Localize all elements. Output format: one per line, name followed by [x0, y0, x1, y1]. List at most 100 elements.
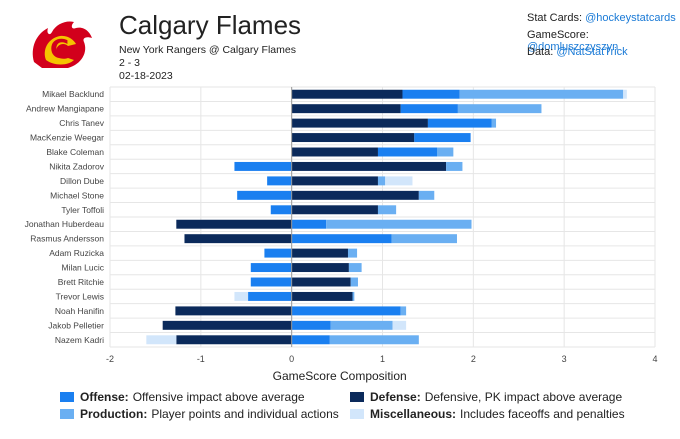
legend-desc: Offensive impact above average: [132, 390, 305, 404]
bar-offense: [264, 248, 292, 258]
flame-inner: [44, 35, 76, 65]
bar-production: [437, 147, 454, 157]
score: 2 - 3: [119, 57, 141, 69]
bar-defense: [291, 118, 428, 128]
player-label: Andrew Mangiapane: [26, 104, 104, 114]
bar-production: [350, 277, 358, 287]
bar-defense: [162, 320, 292, 330]
bar-production: [352, 291, 355, 301]
bar-offense: [427, 118, 492, 128]
x-tick-label: 2: [471, 354, 476, 364]
credit-handle-link[interactable]: @NatStatTrick: [556, 46, 628, 58]
player-label: Nazem Kadri: [55, 335, 104, 345]
x-tick-label: 0: [289, 354, 294, 364]
player-label: Dillon Dube: [60, 176, 104, 186]
credit-gamescore: GameScore: @domluszczyszyn: [527, 29, 680, 53]
x-tick-label: -1: [197, 354, 205, 364]
legend-offense: Offense: Offensive impact above average: [60, 390, 305, 404]
player-label: Brett Ritchie: [58, 277, 105, 287]
bar-defense: [291, 277, 351, 287]
bar-misc: [146, 335, 177, 345]
bar-defense: [291, 104, 401, 114]
player-label: Adam Ruzicka: [49, 248, 104, 258]
matchup: New York Rangers @ Calgary Flames: [119, 44, 296, 56]
player-label: Mikael Backlund: [42, 89, 104, 99]
bar-defense: [176, 335, 292, 345]
legend-desc: Defensive, PK impact above average: [424, 390, 623, 404]
legend-swatch: [60, 409, 74, 419]
x-tick-label: 1: [380, 354, 385, 364]
player-label: Nikita Zadorov: [49, 161, 105, 171]
legend-name: Defense:: [370, 390, 421, 404]
player-label: Rasmus Andersson: [30, 234, 104, 244]
bar-offense: [291, 234, 392, 244]
page-title: Calgary Flames: [119, 10, 302, 40]
bar-offense: [248, 291, 292, 301]
bar-defense: [291, 263, 349, 273]
flames-logo: C: [32, 21, 92, 68]
bar-offense: [267, 176, 292, 186]
logo-letter: C: [50, 35, 69, 65]
player-label: Jonathan Huberdeau: [25, 219, 105, 229]
player-label: Blake Coleman: [46, 147, 104, 157]
legend-swatch: [350, 392, 364, 402]
bar-defense: [291, 89, 403, 99]
bar-offense: [237, 190, 292, 200]
credit-handle-link[interactable]: @domluszczyszyn: [527, 41, 619, 53]
bar-production: [491, 118, 497, 128]
bar-offense: [270, 205, 292, 215]
bar-defense: [176, 219, 292, 229]
bar-defense: [291, 147, 378, 157]
credit-stat-cards: Stat Cards: @hockeystatcards: [527, 12, 676, 24]
bar-misc: [385, 176, 413, 186]
credit-label: Data:: [527, 46, 554, 58]
bar-offense: [291, 306, 401, 316]
legend-desc: Player points and individual actions: [151, 407, 339, 421]
bar-offense: [377, 147, 437, 157]
player-label: Jakob Pelletier: [48, 320, 104, 330]
x-tick-label: 3: [562, 354, 567, 364]
bar-production: [391, 234, 457, 244]
bar-offense: [400, 104, 458, 114]
bar-offense: [234, 161, 292, 171]
legend-name: Production:: [80, 407, 148, 421]
x-tick-label: -2: [106, 354, 114, 364]
legend-swatch: [350, 409, 364, 419]
legend-desc: Includes faceoffs and penalties: [460, 407, 625, 421]
bar-misc: [234, 291, 249, 301]
legend-name: Miscellaneous:: [370, 407, 457, 421]
bar-offense: [414, 133, 471, 143]
bar-offense: [291, 335, 330, 345]
bar-production: [446, 161, 463, 171]
bar-production: [329, 335, 419, 345]
legend-miscellaneous: Miscellaneous: Includes faceoffs and pen…: [350, 407, 625, 421]
player-label: Noah Hanifin: [55, 306, 104, 316]
credit-label: Stat Cards:: [527, 12, 583, 24]
bar-production: [330, 320, 393, 330]
player-label: Michael Stone: [50, 190, 104, 200]
player-label: Chris Tanev: [59, 118, 104, 128]
player-label: Trevor Lewis: [56, 291, 104, 301]
bar-misc: [623, 89, 627, 99]
bar-defense: [291, 248, 348, 258]
bar-defense: [291, 205, 378, 215]
game-date: 02-18-2023: [119, 70, 173, 82]
player-label: MacKenzie Weegar: [30, 133, 104, 143]
bar-offense: [291, 219, 327, 229]
player-label: Tyler Toffoli: [61, 205, 104, 215]
bar-offense: [250, 277, 292, 287]
legend-defense: Defense: Defensive, PK impact above aver…: [350, 390, 622, 404]
x-tick-label: 4: [652, 354, 657, 364]
bar-offense: [402, 89, 460, 99]
legend-swatch: [60, 392, 74, 402]
bar-production: [347, 248, 358, 258]
legend-production: Production: Player points and individual…: [60, 407, 339, 421]
credit-handle-link[interactable]: @hockeystatcards: [585, 12, 676, 24]
bar-production: [377, 176, 386, 186]
player-label: Milan Lucic: [61, 263, 104, 273]
legend-name: Offense:: [80, 390, 129, 404]
bar-defense: [184, 234, 292, 244]
bar-production: [459, 89, 624, 99]
bar-offense: [250, 263, 292, 273]
